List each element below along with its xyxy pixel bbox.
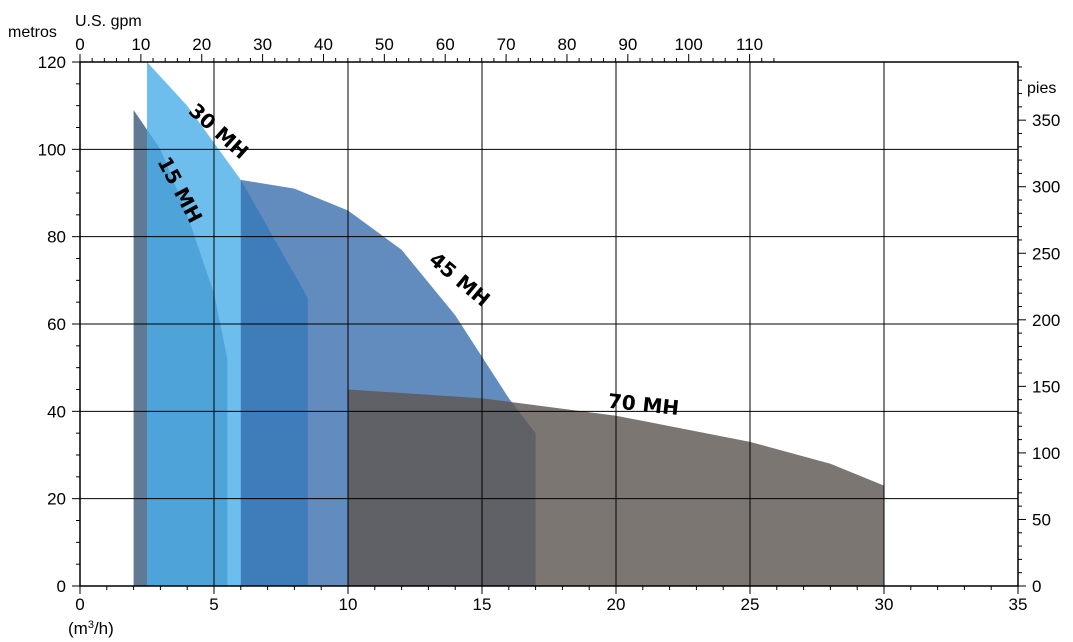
x-tick-label: 20 [607,595,626,614]
x2-tick-label: 70 [497,35,516,54]
x-tick-label: 5 [209,595,218,614]
x2-tick-label: 10 [131,35,150,54]
x-tick-label: 10 [339,595,358,614]
x-tick-label: 35 [1009,595,1028,614]
y-tick-label: 40 [47,402,66,421]
x-tick-label: 30 [875,595,894,614]
y2-tick-label: 350 [1032,111,1060,130]
x2-tick-label: 80 [557,35,576,54]
axes: 0 5 10 15 20 25 30 35 (m3/h) 0 10 20 30 40 50 60 70 80 90 1… [8,13,1060,638]
x2-tick-label: 110 [736,35,763,54]
y-tick-label: 20 [47,490,66,509]
x2-tick-label: 0 [75,35,84,54]
x-tick-label: 0 [75,595,84,614]
x2-tick-label: 90 [618,35,637,54]
y-axis-label: metros [8,24,57,41]
y-tick-label: 120 [38,53,66,72]
grid-lines [80,62,1018,586]
y2-tick-label: 50 [1032,510,1051,529]
x2-tick-label: 40 [314,35,333,54]
y2-tick-label: 150 [1032,377,1060,396]
y2-tick-label: 300 [1032,178,1060,197]
y2-tick-label: 200 [1032,311,1060,330]
x-tick-label: 15 [473,595,492,614]
y2-axis-label: pies [1027,80,1056,97]
x2-tick-label: 30 [253,35,272,54]
x2-tick-label: 50 [375,35,394,54]
y-tick-label: 80 [47,228,66,247]
y-tick-label: 0 [57,577,66,596]
y-tick-label: 60 [47,315,66,334]
x2-axis-label: U.S. gpm [75,13,142,30]
x2-tick-label: 60 [436,35,455,54]
series-label: 70 MH [607,389,681,420]
y2-tick-label: 0 [1032,577,1041,596]
x2-tick-label: 100 [675,35,703,54]
y2-tick-label: 100 [1032,444,1060,463]
y-tick-label: 100 [38,140,66,159]
x2-tick-label: 20 [192,35,211,54]
y2-tick-label: 250 [1032,244,1060,263]
x-axis-label: (m3/h) [68,619,114,638]
x-tick-label: 25 [741,595,760,614]
